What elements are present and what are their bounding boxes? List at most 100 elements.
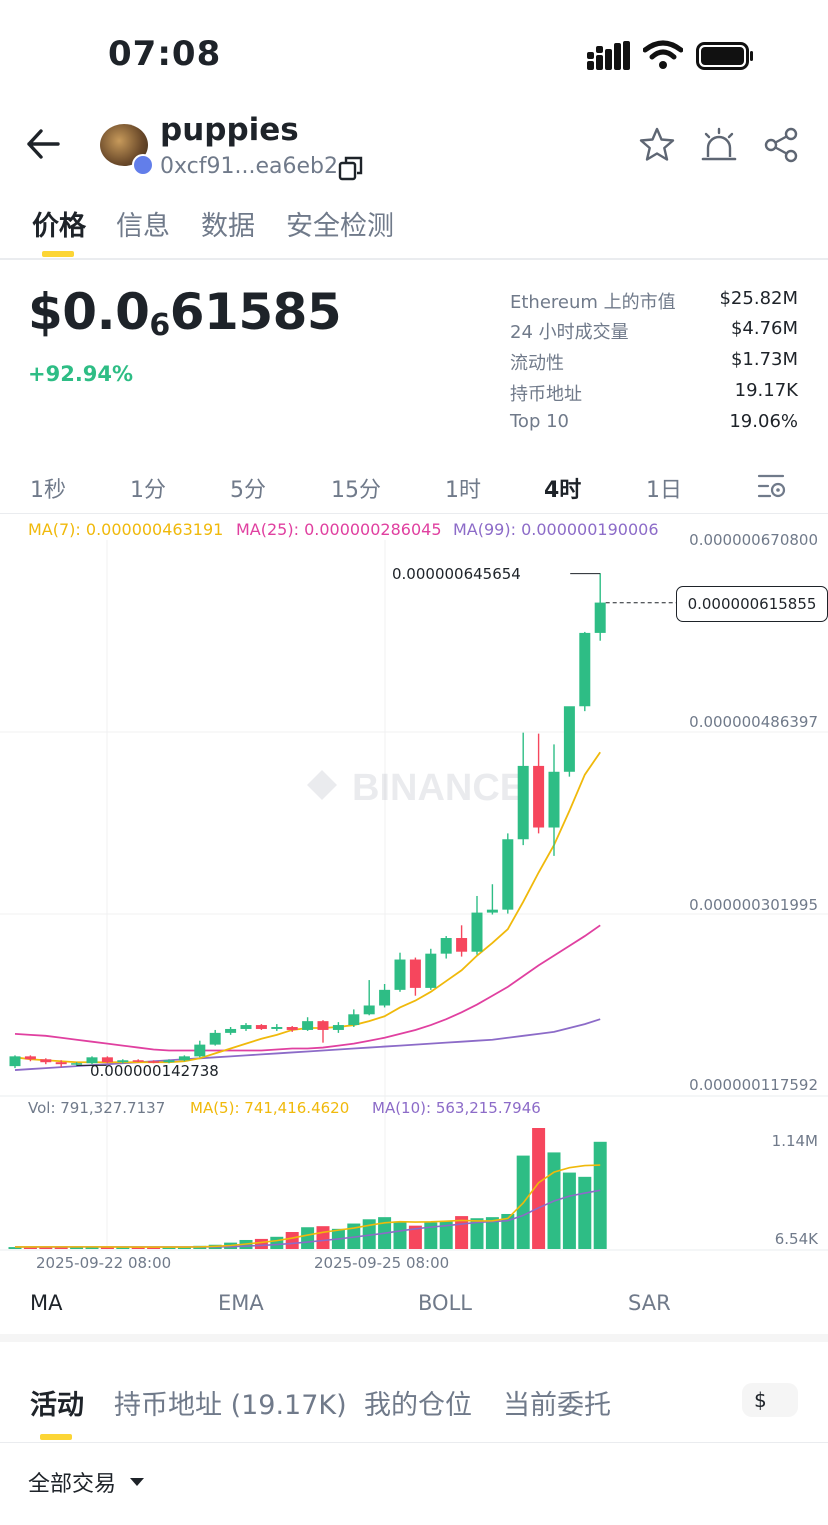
section-divider: [0, 1334, 828, 1342]
candle: [163, 1059, 175, 1064]
x-axis-label: 2025-09-25 08:00: [314, 1254, 450, 1272]
tab-info[interactable]: 信息: [116, 211, 170, 242]
candle-body: [456, 938, 468, 952]
status-time: 07:08: [108, 34, 222, 74]
tab-activity[interactable]: 活动: [30, 1390, 84, 1421]
chart-settings-icon[interactable]: [756, 472, 788, 500]
indicator-ma[interactable]: MA: [30, 1291, 63, 1315]
y-axis-tick: 0.000000486397: [689, 713, 818, 731]
candle: [348, 1009, 360, 1028]
candle-body: [579, 632, 591, 707]
alert-icon[interactable]: [700, 126, 738, 164]
candle: [117, 1059, 129, 1064]
tab-holders[interactable]: 持币地址 (19.17K): [114, 1390, 347, 1421]
x-axis-label: 2025-09-22 08:00: [36, 1254, 172, 1272]
candle: [302, 1017, 314, 1031]
candle: [148, 1060, 160, 1064]
candle-body: [302, 1021, 314, 1030]
interval-5m[interactable]: 5分: [230, 478, 266, 503]
candle-body: [178, 1056, 190, 1061]
stat-holders-value: 19.17K: [734, 380, 798, 401]
tab-open-orders[interactable]: 当前委托: [503, 1390, 611, 1421]
ma25-legend: MA(25): 0.000000286045: [236, 520, 442, 539]
tab-my-positions[interactable]: 我的仓位: [364, 1390, 472, 1421]
volume-bar: [254, 1238, 268, 1249]
back-arrow-icon[interactable]: [26, 126, 60, 162]
candle-body: [101, 1057, 113, 1063]
candle-body: [471, 912, 483, 952]
candle: [502, 833, 514, 914]
volume-bar: [470, 1218, 484, 1249]
share-icon[interactable]: [762, 126, 800, 164]
tab-security[interactable]: 安全检测: [286, 211, 394, 242]
star-icon[interactable]: [638, 126, 676, 164]
interval-1s[interactable]: 1秒: [30, 478, 66, 503]
token-address: 0xcf91...ea6eb2: [160, 154, 338, 179]
candle: [240, 1023, 252, 1031]
volume-bar: [408, 1225, 422, 1249]
candle: [533, 733, 545, 834]
volume-bar: [85, 1246, 99, 1249]
stat-market-cap-label: Ethereum 上的市值: [510, 292, 676, 313]
tab-data[interactable]: 数据: [201, 211, 255, 242]
candle-body: [255, 1025, 267, 1029]
stat-market-cap-value: $25.82M: [719, 288, 798, 309]
y-axis-tick: 0.000000301995: [689, 896, 818, 914]
candle-body: [563, 706, 575, 772]
tab-indicator: [42, 251, 74, 257]
candle: [332, 1022, 344, 1033]
stat-top10-label: Top 10: [510, 411, 570, 432]
candle: [440, 936, 452, 959]
interval-1d[interactable]: 1日: [646, 478, 682, 503]
ma99-line: [14, 1018, 601, 1071]
interval-1h[interactable]: 1时: [445, 478, 481, 503]
candle-body: [24, 1056, 36, 1060]
y-axis-tick: 0.000000117592: [689, 1076, 818, 1094]
volume-bar: [501, 1213, 515, 1249]
candle: [101, 1056, 113, 1064]
indicator-boll[interactable]: BOLL: [418, 1291, 472, 1315]
candle-body: [548, 771, 560, 828]
bottom-tab-indicator: [40, 1434, 72, 1440]
ma7-legend: MA(7): 0.000000463191: [28, 520, 224, 539]
currency-toggle[interactable]: $: [742, 1383, 798, 1417]
interval-4h[interactable]: 4时: [544, 478, 582, 503]
current-price-marker: 0.000000615855: [676, 586, 828, 622]
svg-text:BINANCE: BINANCE: [352, 767, 525, 809]
candle-body: [117, 1060, 129, 1063]
candle-body: [394, 959, 406, 990]
interval-1m[interactable]: 1分: [130, 478, 166, 503]
volume-bar: [347, 1223, 361, 1249]
candle-body: [240, 1025, 252, 1029]
chevron-down-icon[interactable]: [130, 1478, 144, 1486]
divider: [0, 258, 828, 260]
candle-body: [332, 1025, 344, 1030]
token-name: puppies: [160, 112, 299, 148]
divider: [0, 513, 828, 514]
tab-price[interactable]: 价格: [32, 211, 86, 242]
copy-icon[interactable]: [338, 155, 364, 181]
candle-body: [209, 1032, 221, 1045]
candle: [86, 1056, 98, 1065]
volume-bar: [131, 1247, 145, 1249]
candlestick-chart[interactable]: BINANCE: [0, 540, 828, 1260]
candle: [517, 732, 529, 846]
current-price: $0.0661585: [28, 283, 342, 343]
indicator-ema[interactable]: EMA: [218, 1291, 264, 1315]
candle: [363, 980, 375, 1016]
high-price-label: 0.000000645654: [392, 565, 521, 583]
candle: [194, 1040, 206, 1058]
trade-filter-dropdown[interactable]: 全部交易: [28, 1472, 117, 1497]
y-axis-tick: 0.000000670800: [689, 531, 818, 549]
candle-body: [9, 1056, 21, 1067]
candle: [548, 744, 560, 856]
candle: [9, 1055, 21, 1069]
candle: [24, 1055, 36, 1062]
indicator-sar[interactable]: SAR: [628, 1291, 671, 1315]
volume-bar: [147, 1247, 161, 1249]
interval-15m[interactable]: 15分: [331, 478, 381, 503]
candle-body: [409, 959, 421, 988]
candle-body: [348, 1014, 360, 1026]
candle-body: [363, 1005, 375, 1015]
volume-ma5-line: [15, 1164, 601, 1248]
